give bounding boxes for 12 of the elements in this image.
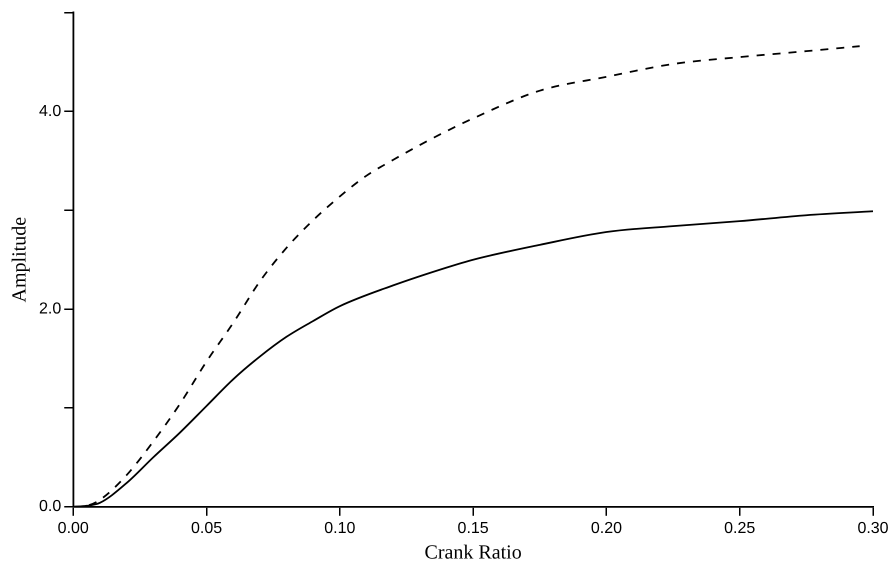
y-tick-label: 2.0 bbox=[38, 300, 62, 318]
x-tick-label: 0.10 bbox=[324, 520, 356, 537]
x-tick-label: 0.00 bbox=[58, 520, 89, 537]
x-tick-label: 0.05 bbox=[190, 520, 222, 537]
y-axis-title: Amplitude bbox=[8, 216, 30, 302]
y-tick-label: 0.0 bbox=[38, 498, 62, 516]
x-tick-label: 0.25 bbox=[724, 520, 756, 537]
y-tick-label: 4.0 bbox=[38, 102, 62, 120]
x-tick-label: 0.20 bbox=[590, 520, 622, 537]
x-axis-title: Crank Ratio bbox=[424, 541, 522, 564]
x-tick-label: 0.30 bbox=[857, 520, 889, 537]
x-tick-label: 0.15 bbox=[458, 520, 489, 537]
